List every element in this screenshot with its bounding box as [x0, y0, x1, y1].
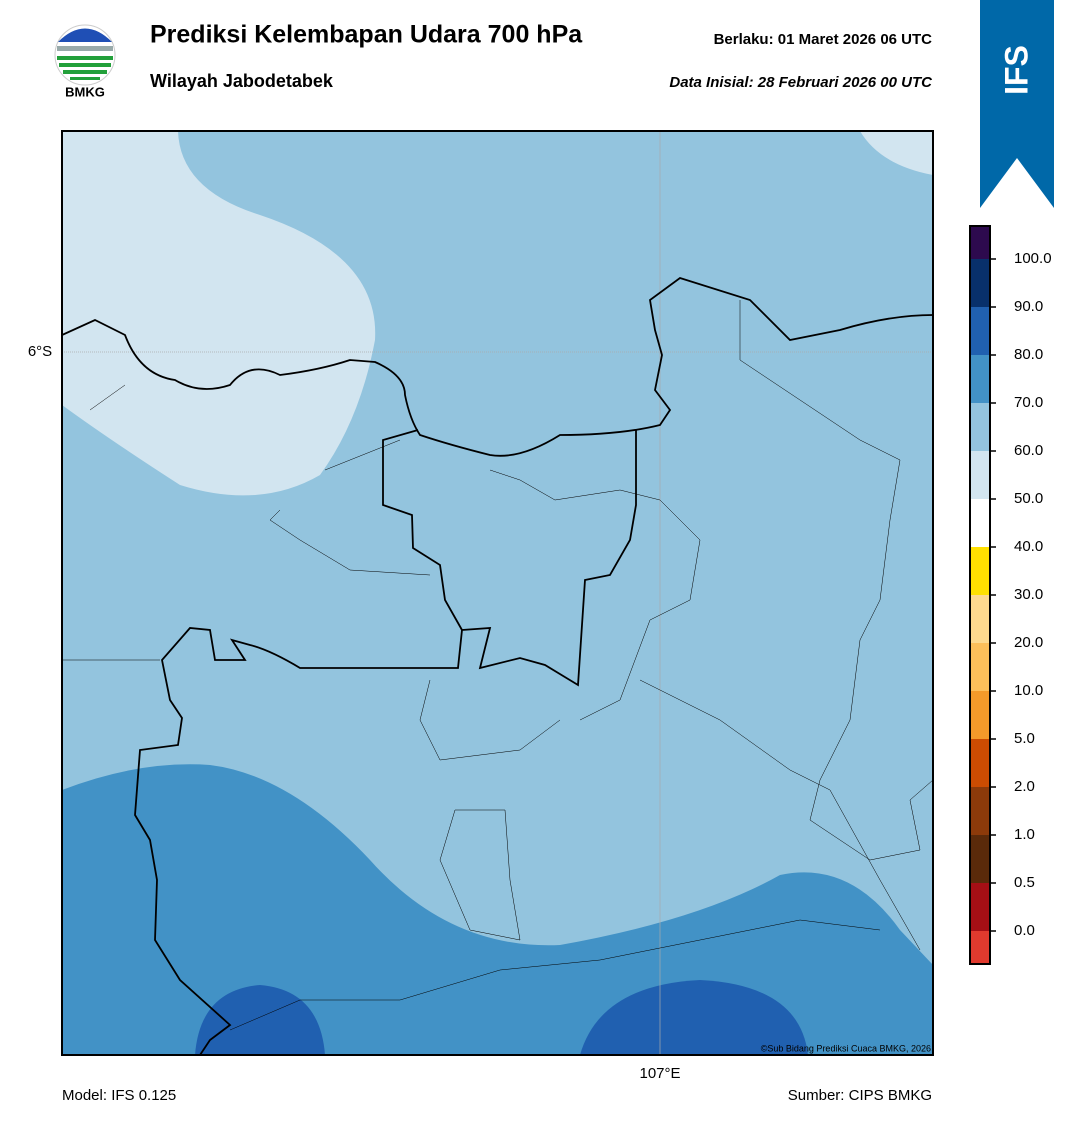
colorbar-label: 100.0	[1014, 250, 1052, 267]
colorbar-label: 60.0	[1014, 442, 1043, 459]
source: Sumber: CIPS BMKG	[788, 1087, 932, 1104]
colorbar-segment	[970, 835, 990, 883]
colorbar-segment	[970, 691, 990, 739]
colorbar-label: 50.0	[1014, 490, 1043, 507]
colorbar-label: 90.0	[1014, 298, 1043, 315]
badge-text: IFS	[998, 45, 1034, 95]
colorbar-segment	[970, 307, 990, 355]
valid-time: Berlaku: 01 Maret 2026 06 UTC	[714, 31, 933, 48]
colorbar-label: 80.0	[1014, 346, 1043, 363]
init-time: Data Inisial: 28 Februari 2026 00 UTC	[669, 74, 933, 91]
colorbar-label: 5.0	[1014, 730, 1035, 747]
map-frame	[61, 130, 934, 1056]
logo	[54, 24, 116, 86]
colorbar-segment	[970, 451, 990, 499]
colorbar-segment	[970, 547, 990, 595]
logo-text: BMKG	[65, 84, 105, 99]
colorbar-label: 30.0	[1014, 586, 1043, 603]
colorbar-segment	[970, 883, 990, 931]
colorbar-segment	[970, 226, 990, 259]
colorbar-segment	[970, 787, 990, 835]
title: Prediksi Kelembapan Udara 700 hPa	[150, 21, 583, 49]
lat-label: 6°S	[28, 343, 52, 360]
colorbar-segment	[970, 259, 990, 307]
colorbar-label: 70.0	[1014, 394, 1043, 411]
subtitle: Wilayah Jabodetabek	[150, 71, 334, 91]
colorbar-label: 1.0	[1014, 826, 1035, 843]
map	[62, 131, 933, 1055]
colorbar-segment	[970, 355, 990, 403]
colorbar-segment	[970, 931, 990, 964]
colorbar-segment	[970, 643, 990, 691]
colorbar-label: 20.0	[1014, 634, 1043, 651]
colorbar-label: 0.0	[1014, 922, 1035, 939]
colorbar-label: 40.0	[1014, 538, 1043, 555]
colorbar-segment	[970, 403, 990, 451]
colorbar-label: 0.5	[1014, 874, 1035, 891]
colorbar-segment	[970, 739, 990, 787]
badge	[980, 0, 1054, 208]
lon-label: 107°E	[639, 1065, 680, 1082]
colorbar-label: 2.0	[1014, 778, 1035, 795]
colorbar: 0.0 0.5 1.0 2.0 5.0 10.0 20.0 30.0 40.0 50.0 60.0 7…	[969, 225, 1052, 965]
colorbar-label: 10.0	[1014, 682, 1043, 699]
copyright: ©Sub Bidang Prediksi Cuaca BMKG, 2026	[761, 1043, 931, 1053]
colorbar-segment	[970, 499, 990, 547]
model: Model: IFS 0.125	[62, 1087, 176, 1104]
colorbar-segment	[970, 595, 990, 643]
